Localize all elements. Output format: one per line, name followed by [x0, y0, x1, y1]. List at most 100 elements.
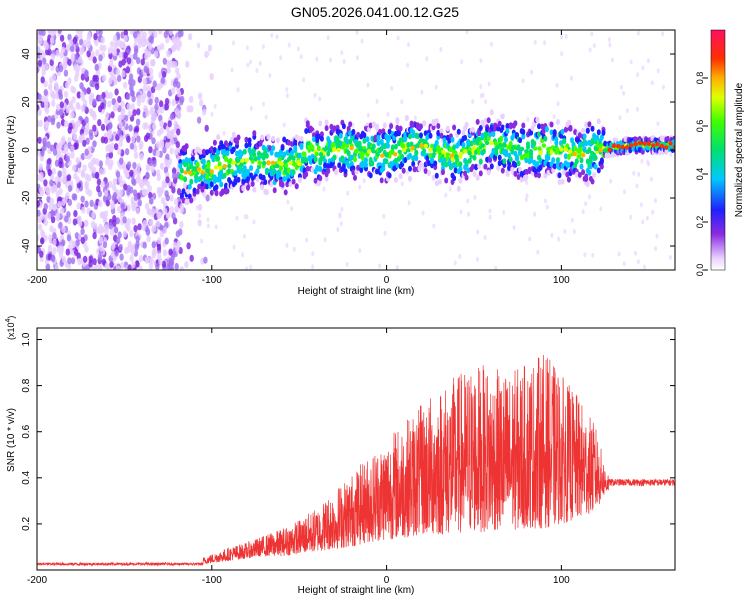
- spectrogram-cell: [473, 195, 477, 200]
- spectrogram-cell: [413, 115, 417, 121]
- spectrogram-cell: [260, 184, 265, 191]
- spectrogram-cell: [68, 122, 73, 130]
- spectrogram-cell: [247, 137, 252, 144]
- spectrogram-cell: [452, 175, 457, 182]
- spectrogram-cell: [537, 123, 541, 130]
- spectrogram-cell: [114, 249, 119, 257]
- spectrogram-cell: [582, 146, 587, 153]
- spectrogram-cell: [560, 34, 563, 40]
- spectrogram-cell: [98, 200, 103, 208]
- spectrogram-cell: [118, 140, 123, 148]
- spectrogram-cell: [86, 41, 91, 49]
- spectrogram-cell: [475, 174, 480, 181]
- spectrogram-cell: [43, 80, 48, 88]
- spectrogram-cell: [255, 168, 260, 175]
- spectrogram-cell: [444, 192, 448, 198]
- spectrogram-cell: [672, 139, 675, 146]
- spectrogram-cell: [454, 154, 459, 159]
- spectrogram-cell: [154, 96, 159, 104]
- spectrogram-cell: [98, 223, 103, 231]
- spectrogram-cell: [176, 240, 181, 248]
- spectrogram-cell: [496, 125, 501, 132]
- spectrogram-cell: [326, 150, 331, 157]
- spectrogram-cell: [104, 181, 110, 189]
- spectrogram-cell: [108, 180, 113, 189]
- spectrogram-cell: [249, 165, 254, 171]
- spectrogram-cell: [43, 125, 49, 133]
- spectrogram-cell: [371, 121, 376, 128]
- y-tick-label: 0: [21, 147, 32, 153]
- snr-x-label: Height of straight line (km): [298, 585, 415, 596]
- spectrogram-cell: [172, 80, 178, 88]
- spectrogram-cell: [175, 67, 180, 75]
- spectrogram-cell: [65, 106, 71, 114]
- spectrogram-cell: [510, 166, 515, 173]
- spectrogram-cell: [458, 166, 463, 173]
- spectrogram-cell: [406, 148, 411, 153]
- spectrogram-cell: [432, 223, 436, 229]
- spectrogram-cell: [186, 188, 191, 195]
- spectrogram-cell: [407, 42, 410, 48]
- spectrogram-cell: [405, 170, 409, 175]
- spectrogram-cell: [521, 128, 526, 135]
- spectrogram-cell: [197, 219, 202, 227]
- spectrogram-cell: [448, 146, 453, 153]
- spectrogram-cell: [562, 169, 567, 175]
- spectrogram-cell: [150, 86, 156, 94]
- spectrogram-cell: [94, 83, 100, 91]
- spectrogram-cell: [205, 174, 210, 180]
- spectrogram-cell: [650, 176, 653, 182]
- spectrogram-cell: [406, 62, 410, 68]
- spectrogram-cell: [184, 261, 189, 269]
- spectrogram-cell: [66, 174, 72, 182]
- spectrogram-cell: [484, 99, 488, 105]
- spectrogram-cell: [40, 76, 45, 84]
- spectrogram-cell: [384, 153, 389, 158]
- spectrogram-cell: [282, 136, 287, 143]
- spectrogram-cell: [582, 133, 587, 140]
- spectrogram-cell: [275, 163, 280, 169]
- spectrogram-cell: [313, 156, 318, 162]
- spectrogram-cell: [526, 143, 530, 150]
- spectrogram-cell: [153, 30, 158, 38]
- spectrogram-cell: [55, 212, 61, 220]
- spectrogram-cell: [130, 103, 135, 111]
- y-tick-label: 0.2: [21, 517, 32, 531]
- spectrogram-cell: [291, 178, 296, 185]
- spectrogram-cell: [581, 209, 585, 215]
- spectrogram-cell: [67, 33, 72, 41]
- spectrogram-cell: [171, 36, 176, 44]
- spectrogram-cell: [310, 145, 315, 150]
- spectrogram-cell: [599, 158, 604, 165]
- spectrogram-cell: [483, 235, 487, 241]
- spectrogram-cell: [75, 239, 80, 247]
- spectrogram-cell: [279, 161, 284, 167]
- spectrogram-cell: [59, 207, 65, 215]
- spectrogram-cell: [189, 197, 194, 204]
- spectrogram-cell: [201, 158, 206, 165]
- spectrogram-cell: [170, 253, 175, 262]
- spectrogram-cell: [241, 252, 245, 258]
- spectrogram-cell: [346, 190, 350, 196]
- spectrogram-cell: [516, 160, 521, 167]
- spectrogram-cell: [205, 149, 210, 156]
- spectrogram-cell: [111, 98, 116, 106]
- spectrogram-cell: [642, 141, 647, 146]
- spectrogram-cell: [244, 136, 249, 143]
- spectrogram-cell: [348, 121, 353, 128]
- spectrogram-cell: [476, 257, 479, 262]
- spectrogram-cell: [387, 128, 392, 135]
- spectrogram-cell: [133, 225, 138, 233]
- spectrogram-cell: [171, 186, 176, 194]
- spectrogram-cell: [343, 168, 348, 175]
- spectrogram-cell: [219, 181, 224, 188]
- spectrogram-cell: [595, 134, 600, 141]
- spectrogram-cell: [161, 180, 166, 188]
- spectrogram-cell: [305, 165, 310, 172]
- spectrogram-cell: [376, 140, 381, 147]
- spectrogram-cell: [266, 133, 271, 140]
- spectrogram-cell: [404, 115, 409, 121]
- spectrogram-cell: [358, 248, 362, 254]
- spectrogram-cell: [541, 128, 546, 135]
